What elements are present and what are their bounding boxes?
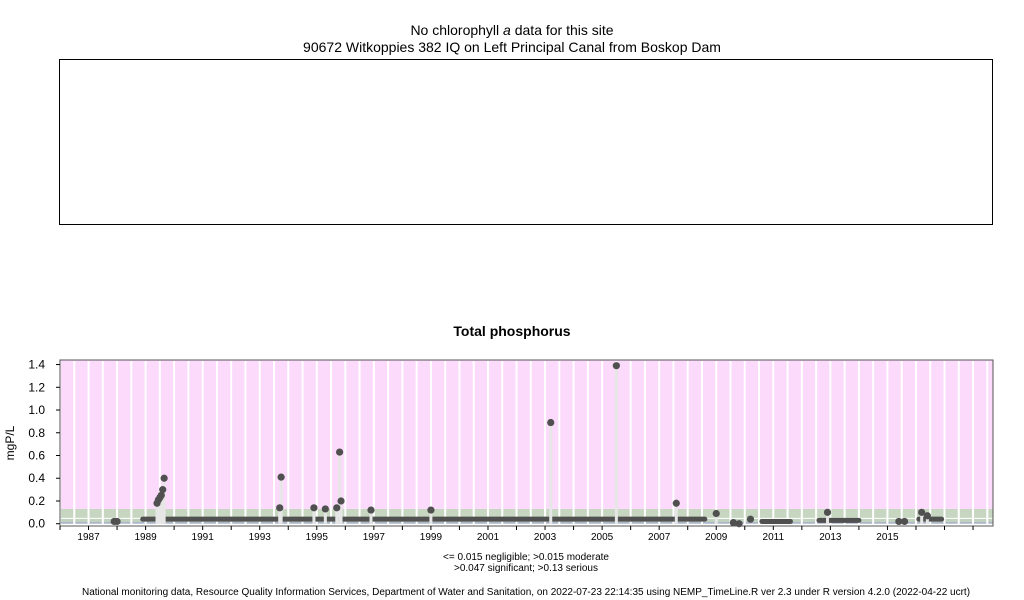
data-point	[333, 504, 341, 512]
footer-note: National monitoring data, Resource Quali…	[81, 587, 971, 598]
site-title: 90672 Witkoppies 382 IQ on Left Principa…	[303, 39, 721, 55]
y-tick-label: 1.0	[28, 403, 45, 417]
y-tick-label: 0.4	[28, 471, 45, 485]
no-data-italic: a	[503, 22, 511, 38]
data-point	[337, 497, 345, 505]
chart-title: Total phosphorus	[453, 323, 571, 339]
y-tick-label: 0.8	[28, 426, 45, 440]
no-data-suffix: data for this site	[514, 22, 614, 38]
data-point	[823, 508, 832, 516]
x-tick-label: 1993	[249, 532, 272, 543]
data-point	[746, 515, 755, 523]
data-point	[157, 491, 165, 499]
x-tick-label: 2007	[648, 532, 671, 543]
x-tick-label: 2013	[819, 532, 842, 543]
band-significant	[60, 508, 993, 519]
data-point	[712, 509, 720, 518]
x-tick-label: 2001	[477, 532, 500, 543]
y-tick-label: 0.0	[28, 517, 45, 531]
data-point	[336, 448, 344, 456]
y-tick-label: 0.2	[28, 494, 45, 508]
data-point	[276, 504, 284, 512]
data-point	[321, 505, 329, 513]
no-data-prefix: No chlorophyll	[410, 22, 500, 38]
y-tick-label: 1.2	[28, 380, 45, 394]
x-tick-label: 2003	[534, 532, 557, 543]
data-point	[277, 473, 285, 481]
data-point	[310, 504, 318, 512]
y-axis-label: mgP/L	[3, 425, 17, 460]
data-point	[159, 486, 167, 494]
legend-line-1: <= 0.015 negligible; >0.015 moderate	[443, 552, 609, 563]
x-tick-label: 1987	[77, 532, 100, 543]
data-point	[900, 517, 909, 526]
x-tick-label: 1997	[363, 532, 386, 543]
chart-header: No chlorophyll a data for this site 9067…	[0, 22, 1024, 56]
data-point	[367, 506, 375, 514]
data-point	[672, 499, 680, 507]
x-tick-label: 2015	[876, 532, 899, 543]
plot-frame	[59, 359, 994, 527]
x-tick-label: 2009	[705, 532, 728, 543]
data-point	[427, 506, 435, 514]
x-tick-label: 1991	[192, 532, 215, 543]
data-point	[923, 512, 931, 520]
no-data-message: No chlorophyll a data for this site	[0, 22, 1024, 39]
x-tick-label: 1999	[420, 532, 443, 543]
data-point	[612, 362, 620, 370]
band-negligible	[60, 522, 993, 524]
data-point	[918, 508, 926, 516]
data-point	[895, 517, 903, 526]
legend-line-2: >0.047 significant; >0.13 serious	[454, 563, 598, 574]
y-tick-label: 0.6	[28, 449, 45, 463]
data-point	[729, 518, 737, 527]
band-serious	[60, 360, 993, 509]
x-tick-label: 1989	[134, 532, 157, 543]
x-tick-label: 2011	[763, 532, 785, 543]
data-point	[113, 517, 121, 526]
x-tick-label: 2005	[591, 532, 614, 543]
x-tick-label: 1995	[306, 532, 329, 543]
data-point	[547, 418, 555, 427]
y-tick-label: 1.4	[28, 358, 45, 372]
data-point	[160, 474, 168, 482]
empty-chlorophyll-panel	[59, 59, 993, 225]
